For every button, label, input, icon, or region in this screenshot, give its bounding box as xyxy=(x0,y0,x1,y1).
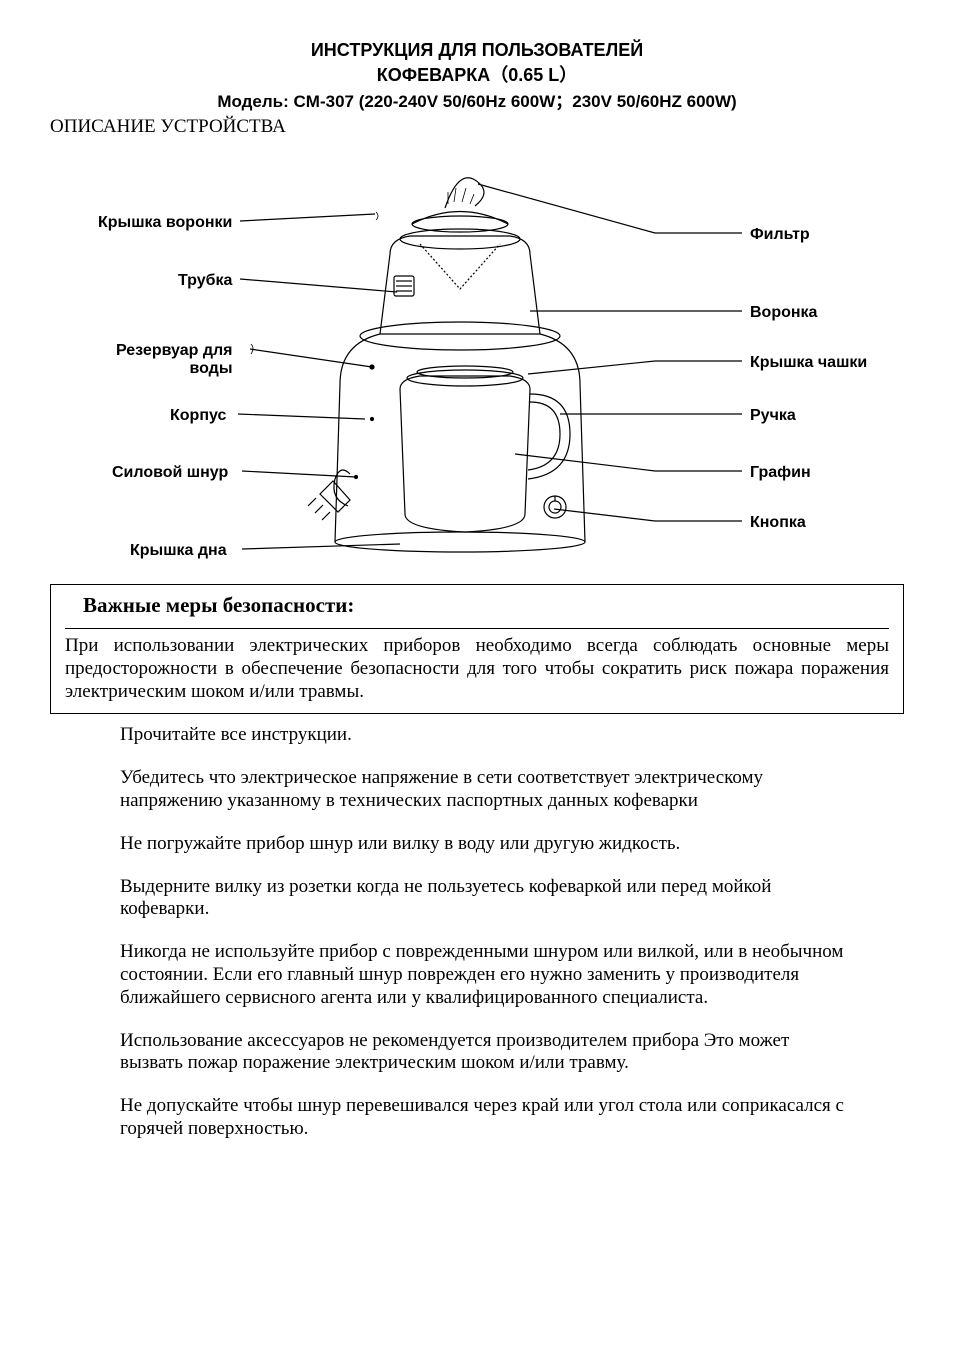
safety-tip: Использование аксессуаров не рекомендует… xyxy=(120,1030,854,1076)
safety-heading: Важные меры безопасности: xyxy=(83,593,889,618)
device-diagram: Крышка воронки Трубка Резервуар для воды Ко… xyxy=(50,144,904,576)
diagram-label: Крышка дна xyxy=(130,542,227,560)
safety-intro: При использовании электрических приборов… xyxy=(65,628,889,703)
safety-tip: Не допускайте чтобы шнур перевешивался ч… xyxy=(120,1095,854,1141)
diagram-label: Трубка xyxy=(178,272,232,290)
diagram-label: Ручка xyxy=(750,407,796,425)
diagram-label: Воронка xyxy=(750,304,817,322)
diagram-label: Корпус xyxy=(170,407,226,425)
safety-tip: Не погружайте прибор шнур или вилку в во… xyxy=(120,833,854,856)
safety-tip: Убедитесь что электрическое напряжение в… xyxy=(120,767,854,813)
doc-title: ИНСТРУКЦИЯ ДЛЯ ПОЛЬЗОВАТЕЛЕЙ xyxy=(50,40,904,61)
diagram-label: Крышка чашки xyxy=(750,354,867,372)
doc-subtitle: КОФЕВАРКА（0.65 L） xyxy=(50,61,904,87)
diagram-label: Фильтр xyxy=(750,226,810,244)
diagram-label: Кнопка xyxy=(750,514,806,532)
diagram-label: Крышка воронки xyxy=(98,214,232,232)
safety-box: Важные меры безопасности: При использова… xyxy=(50,584,904,714)
doc-model: Модель: CM-307 (220-240V 50/60Hz 600W；23… xyxy=(50,87,904,112)
diagram-label: Резервуар для воды xyxy=(116,342,232,378)
safety-tip: Прочитайте все инструкции. xyxy=(120,724,854,747)
safety-tip: Выдерните вилку из розетки когда не поль… xyxy=(120,876,854,922)
diagram-label: Графин xyxy=(750,464,811,482)
description-label: ОПИСАНИЕ УСТРОЙСТВА xyxy=(50,116,904,138)
safety-tip: Никогда не используйте прибор с поврежде… xyxy=(120,941,854,1009)
safety-tips: Прочитайте все инструкции. Убедитесь что … xyxy=(50,724,904,1140)
diagram-label: Силовой шнур xyxy=(112,464,228,482)
